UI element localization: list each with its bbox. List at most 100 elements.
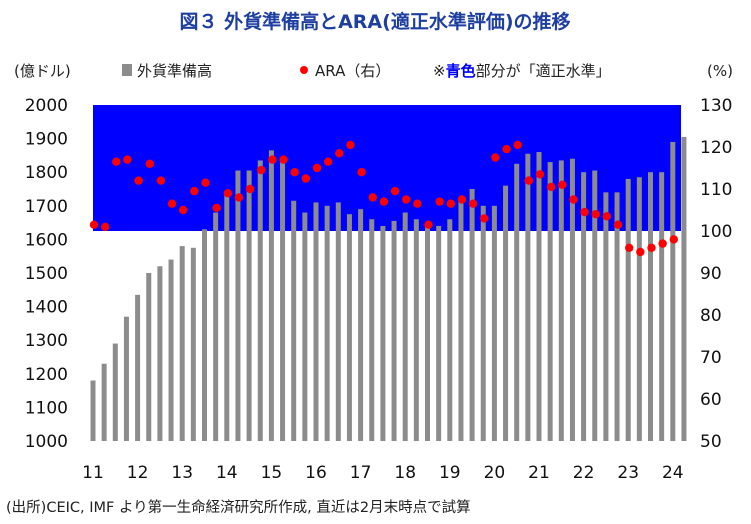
reserves-bar [469,189,475,441]
reserves-bar [179,246,185,441]
ara-dot [502,144,511,154]
source-note: (出所)CEIC, IMF より第一生命経済研究所作成, 直近は2月末時点で試算 [6,498,471,516]
reserves-bar [525,153,531,441]
ara-dot [357,168,366,177]
reserves-bar [135,294,141,441]
ara-dot [223,189,232,198]
left-axis-tick-label: 1300 [25,331,68,351]
ara-dot [179,205,188,215]
reserves-bar [480,205,486,441]
reserves-bar [592,170,598,441]
reserves-bar [313,202,319,441]
legend-note-blue: 青色 [446,62,476,80]
reserves-bar [90,380,96,441]
reserves-bar [291,200,297,441]
ara-dot [234,193,244,202]
ara-dot [368,193,377,202]
reserves-bar [168,259,174,441]
reserves-bar [257,160,263,441]
reserves-bar [558,160,564,441]
reserves-bar [458,199,464,441]
ara-dot [89,220,99,229]
ara-dot [435,197,444,206]
ara-dot [257,165,266,175]
legend: 外貨準備高 ARA（右） ※青色部分が「適正水準」 [122,62,611,80]
x-axis-tick-label: 19 [439,463,461,483]
x-axis-tick-label: 16 [305,463,327,483]
ara-dot [613,220,623,229]
ara-dot [658,239,667,248]
reserves-bar [603,192,609,441]
reserves-bar [224,192,230,441]
left-axis-tick-label: 1500 [25,264,68,284]
ara-dot [535,170,545,179]
left-axis-ticks: 1000 1100 1200 1300 1400 1500 1600 1700 1800 1900… [25,96,68,452]
left-axis-tick-label: 1900 [25,130,68,150]
reserves-bar [648,172,653,441]
reserves-bar [514,163,520,442]
ara-dot [301,174,311,183]
reserves-bar [146,273,152,441]
reserves-bar [101,363,107,441]
reserves-bar [581,172,587,441]
reserves-bar [636,177,642,442]
legend-note-prefix: ※ [433,62,446,80]
ara-dot [524,176,534,185]
ara-dot [669,235,678,244]
ara-dot [602,212,612,221]
ara-dot [390,186,400,196]
ara-dot [457,195,467,204]
reserves-bar [202,229,207,441]
reserves-bar [569,158,575,441]
right-axis-unit: (%) [707,62,733,80]
reserves-bar [280,162,286,441]
reserves-bar [369,219,375,441]
ara-dot [446,199,455,208]
ara-dot [212,203,221,213]
left-axis-unit: (億ドル) [14,62,71,80]
reserves-bar [268,150,274,442]
x-axis-tick-label: 15 [261,463,283,483]
right-axis-tick-label: 110 [700,180,732,200]
left-axis-tick-label: 2000 [25,96,68,116]
left-axis-tick-label: 1700 [25,197,68,217]
ara-dot [245,184,255,194]
ara-dot [156,176,166,185]
ara-dot [335,149,344,158]
ara-dot [346,140,355,150]
reserves-bar [536,152,542,442]
x-axis-tick-label: 23 [617,463,639,483]
ara-dot [546,182,556,192]
ara-dot [312,163,322,173]
left-axis-tick-label: 1200 [25,365,68,385]
ara-dot [491,153,500,162]
right-axis-tick-label: 70 [700,348,722,368]
right-axis-tick-label: 60 [700,390,722,410]
reserves-bar [112,343,118,441]
ara-dot [268,155,277,164]
reserves-bar [491,205,497,441]
reserves-bar [425,222,430,441]
left-axis-tick-label: 1600 [25,230,68,250]
ara-dot [112,157,121,166]
ara-dot [134,176,143,185]
x-axis-tick-label: 22 [573,463,595,483]
left-axis-tick-label: 1000 [25,432,68,452]
ara-dot [413,199,422,208]
reserves-bar [659,172,665,441]
legend-note-suffix: 部分が「適正水準」 [476,62,611,80]
reserves-bar [335,202,341,441]
right-axis-tick-label: 50 [700,432,722,452]
reserves-bar [391,220,397,441]
reserves-bar [213,212,219,441]
right-axis-tick-label: 130 [700,96,732,116]
ara-dot [636,247,645,257]
right-axis-tick-label: 80 [700,306,722,326]
x-axis-tick-label: 13 [171,463,193,483]
ara-dot [558,180,567,189]
right-axis-tick-label: 100 [700,222,732,242]
x-axis-ticks: 11 12 13 14 15 16 17 18 19 20 21 22 23 24 [82,463,683,483]
reserves-bar [324,205,330,441]
legend-note: ※青色部分が「適正水準」 [433,62,611,80]
